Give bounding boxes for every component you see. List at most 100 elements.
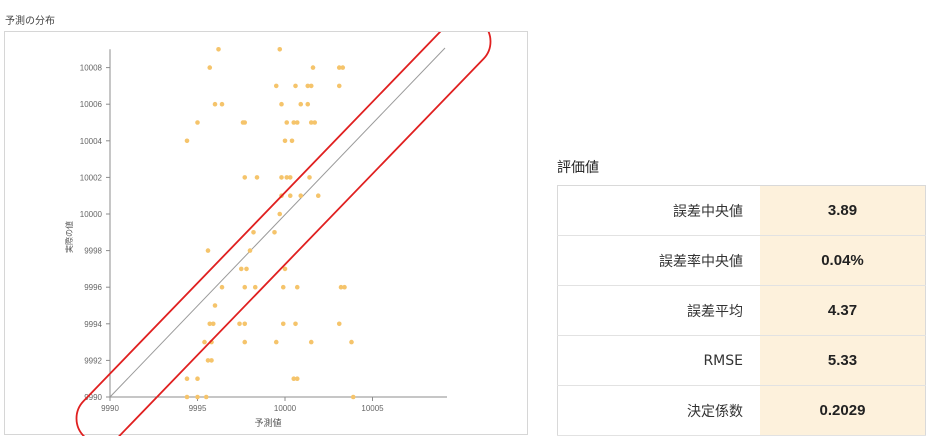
metrics-table: 誤差中央値 3.89 誤差率中央値 0.04% 誤差平均 4.37 RMSE 5… [557, 185, 926, 436]
data-point [238, 266, 244, 272]
data-point [305, 101, 311, 107]
data-point [237, 321, 242, 327]
data-point [212, 303, 218, 308]
data-point [273, 83, 279, 89]
data-point [184, 138, 190, 144]
data-point [195, 394, 200, 400]
data-point [294, 376, 300, 382]
data-point [244, 266, 249, 272]
data-point [242, 120, 248, 125]
prediction-distribution-chart: 9990 9992 9994 9996 9998 10000 10002 10004 10006… [4, 31, 528, 436]
data-point [284, 175, 290, 180]
data-point [242, 175, 248, 180]
metric-row-r2: 決定係数 0.2029 [557, 385, 926, 436]
metrics-title: 評価値 [557, 160, 599, 176]
data-point [308, 339, 314, 345]
data-point [279, 101, 284, 107]
data-point [336, 65, 342, 70]
data-point [184, 394, 190, 400]
scatter-plot: 9990 9992 9994 9996 9998 10000 10002 10004 10006… [64, 32, 492, 436]
y-tick-label: 10002 [80, 173, 103, 182]
data-point [349, 339, 354, 345]
x-tick-label: 10005 [361, 404, 384, 413]
x-axis-title: 予測値 [254, 417, 281, 429]
data-point [307, 175, 312, 180]
data-point [305, 83, 311, 89]
data-point [216, 47, 221, 52]
y-tick-label: 10008 [80, 64, 103, 73]
data-point [287, 193, 293, 198]
data-point [291, 376, 297, 382]
data-point [205, 358, 211, 363]
data-point [298, 193, 304, 198]
y-tick-label: 9994 [84, 320, 102, 329]
metric-row-mean-error: 誤差平均 4.37 [557, 285, 926, 336]
y-tick-label: 9992 [84, 356, 102, 365]
data-point [293, 321, 298, 327]
data-point [336, 83, 342, 89]
metric-value: 0.04% [760, 235, 926, 286]
y-tick-label: 9996 [84, 283, 102, 292]
data-point [195, 120, 200, 125]
data-point [242, 339, 248, 345]
data-point [195, 376, 200, 382]
metric-label: 誤差平均 [557, 285, 760, 336]
data-point [277, 211, 283, 217]
data-point [242, 321, 248, 327]
data-point [282, 138, 288, 144]
data-point [315, 193, 321, 198]
data-point [289, 138, 295, 144]
y-tick-label: 9990 [84, 393, 102, 402]
data-point [336, 321, 342, 327]
data-point [310, 65, 316, 70]
data-point [308, 120, 314, 125]
metric-row-median-error: 誤差中央値 3.89 [557, 185, 926, 236]
data-point [202, 339, 207, 345]
data-point [294, 284, 300, 290]
data-point [293, 83, 298, 89]
data-point [284, 120, 290, 125]
data-point [272, 230, 277, 235]
metric-label: 決定係数 [557, 385, 760, 436]
y-tick-label: 10006 [80, 100, 103, 109]
data-point [338, 284, 344, 290]
data-point [242, 284, 248, 290]
data-point [273, 339, 279, 345]
metric-row-rmse: RMSE 5.33 [557, 335, 926, 386]
data-point [298, 101, 304, 107]
data-point [287, 175, 293, 180]
y-tick-label: 9998 [84, 247, 102, 256]
data-point [340, 65, 346, 70]
data-point [219, 101, 225, 107]
x-tick-label: 9990 [101, 404, 119, 413]
data-point [207, 65, 213, 70]
data-point [205, 248, 211, 253]
y-axis-title: 実際の値 [64, 221, 74, 253]
x-tick-label: 10000 [274, 404, 297, 413]
highlight-capsule [75, 32, 492, 436]
data-point [252, 284, 258, 290]
data-point [247, 248, 253, 253]
metric-value: 5.33 [760, 335, 926, 386]
data-point [280, 321, 286, 327]
data-point [251, 230, 256, 235]
data-point [203, 394, 209, 400]
data-point [209, 358, 214, 363]
chart-section-title: 予測の分布 [5, 16, 55, 27]
x-tick-label: 9995 [189, 404, 207, 413]
data-point [282, 266, 288, 272]
metric-value: 4.37 [760, 285, 926, 336]
data-point [254, 175, 260, 180]
metric-value: 0.2029 [760, 385, 926, 436]
data-point [308, 83, 314, 89]
reference-line [109, 47, 446, 398]
metric-label: 誤差中央値 [557, 185, 760, 236]
data-point [279, 175, 284, 180]
data-point [277, 47, 283, 52]
y-tick-label: 10000 [80, 210, 103, 219]
metric-row-median-error-rate: 誤差率中央値 0.04% [557, 235, 926, 286]
metric-label: RMSE [557, 335, 760, 386]
data-point [207, 321, 213, 327]
data-point [294, 120, 300, 125]
data-point [350, 394, 356, 400]
